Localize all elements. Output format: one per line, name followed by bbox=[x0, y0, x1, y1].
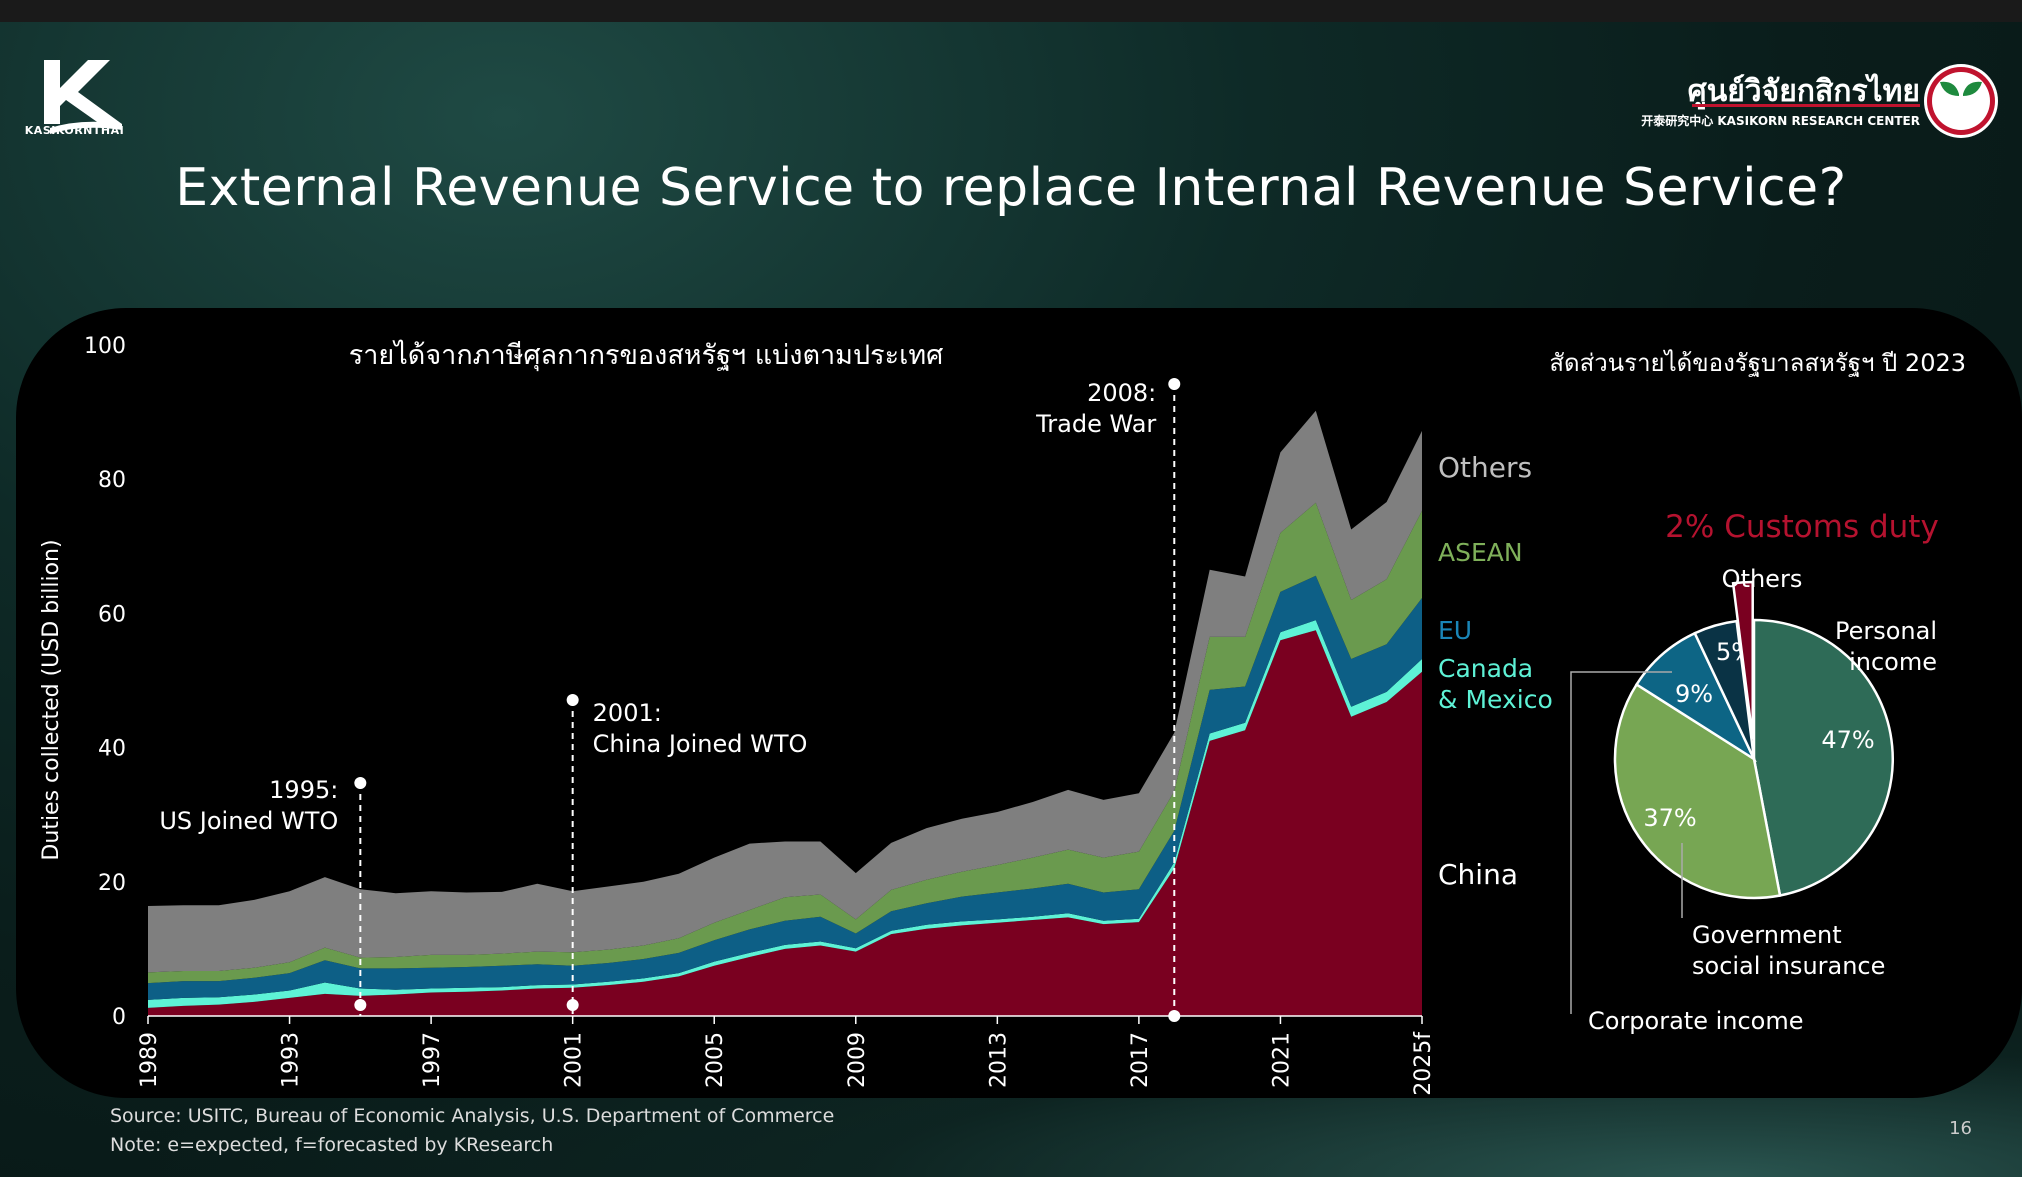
pie-chart-title: สัดส่วนรายได้ของรัฐบาลสหรัฐฯ ปี 2023 bbox=[1549, 349, 1966, 377]
annotation-label: China Joined WTO bbox=[593, 730, 808, 758]
legend-eu: EU bbox=[1438, 616, 1472, 645]
logo-left-text: KASIKORNTHAI bbox=[24, 124, 125, 137]
x-tick-label: 2005 bbox=[703, 1032, 728, 1088]
x-tick-label: 1989 bbox=[137, 1032, 162, 1088]
annotation-label: Trade War bbox=[1035, 410, 1156, 438]
source-note: Source: USITC, Bureau of Economic Analys… bbox=[110, 1102, 834, 1160]
area-china bbox=[148, 630, 1422, 1016]
area-series bbox=[148, 410, 1422, 1016]
y-axis-label: Duties collected (USD billion) bbox=[39, 539, 64, 860]
wto-annotations: 1995: US Joined WTO 2001: China Joined WTO 2… bbox=[159, 378, 1181, 1022]
top-bar bbox=[0, 0, 2022, 22]
pie-label-gov-1: Government bbox=[1692, 921, 1842, 949]
x-tick-label: 2021 bbox=[1269, 1032, 1294, 1088]
krc-logo-thai: ศูนย์วิจัยกสิกรไทย bbox=[1687, 74, 1920, 109]
annotation-label: 2008: bbox=[1087, 379, 1156, 407]
x-tick-label: 2017 bbox=[1128, 1032, 1153, 1088]
y-tick-label: 100 bbox=[84, 334, 126, 359]
legend-mexico: & Mexico bbox=[1438, 685, 1553, 714]
pie-label-personal-1: Personal bbox=[1835, 617, 1937, 645]
legend-canada: Canada bbox=[1438, 654, 1533, 683]
pie-slice-label: 37% bbox=[1643, 804, 1696, 832]
pie-slice-label: 47% bbox=[1821, 726, 1874, 754]
corp-leader-line bbox=[1570, 671, 1672, 1014]
annotation-dot-bottom bbox=[566, 999, 579, 1011]
pie-slice-customs-duty bbox=[1731, 580, 1754, 740]
y-tick-label: 0 bbox=[112, 1005, 126, 1030]
krc-logo-underline bbox=[1692, 104, 1920, 107]
pie-label-gov-2: social insurance bbox=[1692, 952, 1885, 980]
x-tick-label: 2009 bbox=[845, 1032, 870, 1088]
annotation-dot-top bbox=[1168, 378, 1181, 390]
krc-emblem-icon bbox=[1924, 64, 1998, 138]
y-tick-label: 60 bbox=[98, 602, 126, 627]
annotation-label: US Joined WTO bbox=[159, 807, 338, 835]
x-tick-label: 2025f bbox=[1411, 1031, 1436, 1096]
krc-logo-subtitle: 开泰研究中心 KASIKORN RESEARCH CENTER bbox=[1641, 114, 1920, 128]
pie-slice-personal-income bbox=[1752, 618, 1894, 897]
y-tick-label: 40 bbox=[98, 737, 126, 762]
page-number: 16 bbox=[1949, 1118, 1972, 1139]
pie-slice-others bbox=[1693, 619, 1756, 760]
note-text: Note: e=expected, f=forecasted by KResea… bbox=[110, 1134, 554, 1156]
slide-title: External Revenue Service to replace Inte… bbox=[175, 158, 1847, 218]
pie-label-personal-2: income bbox=[1849, 648, 1937, 676]
y-tick-label: 20 bbox=[98, 871, 126, 896]
annotation-label: 1995: bbox=[269, 776, 338, 804]
pie-slices: 47%37%9%5% bbox=[1613, 580, 1894, 900]
x-tick-label: 2001 bbox=[562, 1032, 587, 1088]
annotation-dot-bottom bbox=[1168, 1010, 1181, 1022]
area-others bbox=[148, 410, 1422, 973]
pie-label-corp: Corporate income bbox=[1588, 1007, 1804, 1035]
x-tick-label: 1993 bbox=[279, 1032, 304, 1088]
pie-label-others: Others bbox=[1722, 565, 1803, 593]
y-tick-label: 80 bbox=[98, 468, 126, 493]
kasikornthai-logo-icon bbox=[44, 60, 122, 134]
annotation-dot-top bbox=[566, 694, 579, 706]
legend-others: Others bbox=[1438, 451, 1532, 484]
source-text: Source: USITC, Bureau of Economic Analys… bbox=[110, 1105, 835, 1127]
pie-slice-government-social-insurance bbox=[1613, 682, 1782, 900]
legend-china: China bbox=[1438, 858, 1518, 891]
area-eu bbox=[148, 575, 1422, 1000]
x-axis-ticks: 1989 1993 1997 2001 2005 2009 2013 2017 2021 2025… bbox=[137, 1016, 1436, 1096]
annotation-dot-bottom bbox=[354, 999, 367, 1011]
area-asean bbox=[148, 502, 1422, 984]
x-tick-label: 2013 bbox=[986, 1032, 1011, 1088]
annotation-label: 2001: bbox=[593, 699, 662, 727]
area-chart-title: รายได้จากภาษีศุลกากรของสหรัฐฯ แบ่งตามประ… bbox=[349, 340, 944, 372]
x-tick-label: 1997 bbox=[420, 1032, 445, 1088]
pie-slice-corporate-income bbox=[1634, 631, 1757, 763]
legend-asean: ASEAN bbox=[1438, 538, 1523, 567]
y-axis-ticks: 0 20 40 60 80 100 bbox=[84, 334, 126, 1030]
pie-slice-label: 9% bbox=[1675, 680, 1713, 708]
customs-duty-highlight: 2% Customs duty bbox=[1665, 509, 1939, 545]
annotation-dot-top bbox=[354, 777, 367, 789]
